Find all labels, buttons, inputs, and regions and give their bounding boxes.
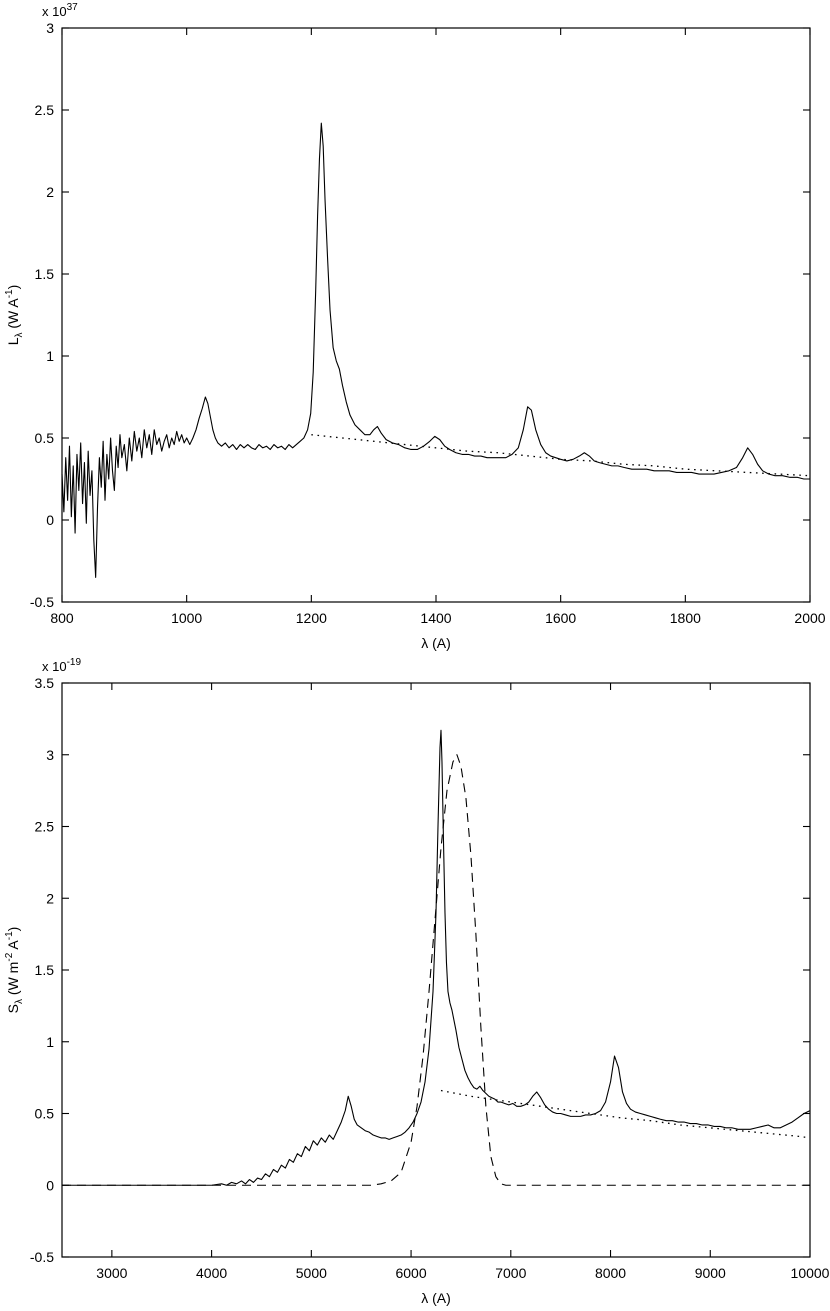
y-tick-label: 1.5 xyxy=(35,266,55,282)
series-rest-frame-spectrum-solid-line xyxy=(61,122,810,578)
x-tick-label: 3000 xyxy=(96,1265,127,1281)
y-tick-label: -0.5 xyxy=(30,594,54,610)
series-filter-bandpass-dashed-line xyxy=(62,754,810,1186)
plot-box xyxy=(61,27,811,603)
x-tick-label: 1000 xyxy=(171,610,202,626)
y-axis-label: Sλ (W m-2 A-1) xyxy=(4,927,25,1014)
y-tick-label: 3 xyxy=(46,747,54,763)
y-tick-label: 3 xyxy=(46,20,54,36)
x-tick-label: 800 xyxy=(50,610,74,626)
x-axis-label: λ (A) xyxy=(421,1290,451,1306)
x-tick-label: 2000 xyxy=(794,610,825,626)
series-continuum-fit-dotted-line xyxy=(311,434,811,477)
y-tick-label: 2.5 xyxy=(35,102,55,118)
top-chart-luminosity-spectrum: 800 1000 1200 1400 1600 1800 2000 -0.5 0 0.5 1 1.5 2… xyxy=(0,0,830,655)
y-tick-label: 1 xyxy=(46,1034,54,1050)
top-chart-svg: 800 1000 1200 1400 1600 1800 2000 -0.5 0 0.5 1 1.5 2… xyxy=(4,2,826,651)
y-tick-label: 0 xyxy=(46,1177,54,1193)
series-observed-spectrum-solid-line xyxy=(62,729,811,1186)
x-tick-label: 5000 xyxy=(296,1265,327,1281)
x-tick-label: 10000 xyxy=(791,1265,830,1281)
y-tick-label: 2.5 xyxy=(35,819,55,835)
y-tick-label: 1 xyxy=(46,348,54,364)
y-tick-label: 0.5 xyxy=(35,430,55,446)
y-tick-label: 0 xyxy=(46,512,54,528)
series-continuum-fit-dotted-line xyxy=(440,1089,811,1139)
x-tick-label: 4000 xyxy=(196,1265,227,1281)
y-tick-label: 0.5 xyxy=(35,1106,55,1122)
y-tick-label: 1.5 xyxy=(35,962,55,978)
x-tick-label: 9000 xyxy=(695,1265,726,1281)
y-tick-label: 2 xyxy=(46,184,54,200)
x-tick-label: 7000 xyxy=(495,1265,526,1281)
y-axis-exponent-label: x 10-19 xyxy=(42,657,81,674)
plot-box xyxy=(61,682,811,1258)
bottom-chart-observed-flux-spectrum: 3000 4000 5000 6000 7000 8000 9000 10000 -0.5 0 0.… xyxy=(0,655,830,1310)
bottom-chart-svg: 3000 4000 5000 6000 7000 8000 9000 10000 -0.5 0 0.… xyxy=(4,657,830,1306)
y-tick-label: 3.5 xyxy=(35,675,55,691)
x-tick-label: 1400 xyxy=(420,610,451,626)
x-tick-label: 1200 xyxy=(296,610,327,626)
x-tick-label: 8000 xyxy=(595,1265,626,1281)
y-axis-label: Lλ (W A-1) xyxy=(4,285,25,346)
x-axis-label: λ (A) xyxy=(421,635,451,651)
x-tick-label: 1800 xyxy=(670,610,701,626)
y-tick-label: -0.5 xyxy=(30,1249,54,1265)
y-axis-exponent-label: x 1037 xyxy=(42,2,78,19)
x-tick-label: 6000 xyxy=(395,1265,426,1281)
y-tick-label: 2 xyxy=(46,890,54,906)
x-tick-label: 1600 xyxy=(545,610,576,626)
